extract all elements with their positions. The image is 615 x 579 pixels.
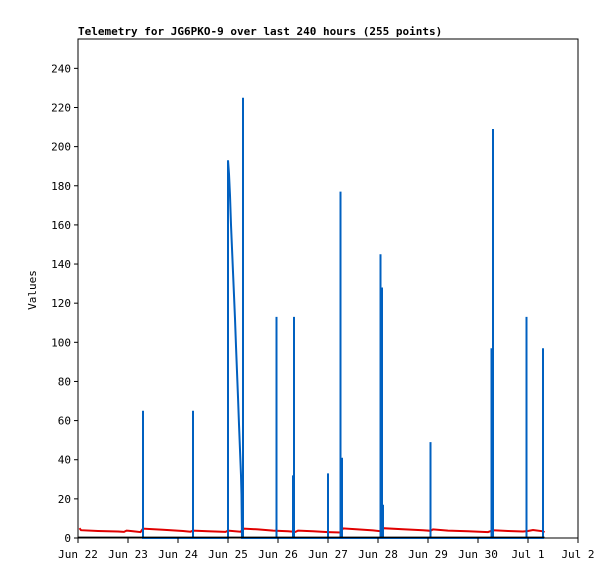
x-tick-label-2: Jun 24 bbox=[158, 548, 198, 561]
y-tick-label-8: 160 bbox=[51, 219, 71, 232]
y-tick-label-5: 100 bbox=[51, 336, 71, 349]
y-tick-label-7: 140 bbox=[51, 258, 71, 271]
y-tick-label-10: 200 bbox=[51, 141, 71, 154]
y-tick-label-11: 220 bbox=[51, 101, 71, 114]
y-tick-label-1: 20 bbox=[58, 493, 71, 506]
y-tick-label-4: 80 bbox=[58, 375, 71, 388]
x-tick-label-0: Jun 22 bbox=[58, 548, 98, 561]
x-tick-label-10: Jul 2 bbox=[561, 548, 594, 561]
y-tick-label-3: 60 bbox=[58, 415, 71, 428]
x-tick-label-3: Jun 25 bbox=[208, 548, 248, 561]
y-axis: 0 20 40 60 80 100 120 140 160 180 200 220 240 bbox=[51, 62, 78, 545]
x-tick-label-7: Jun 29 bbox=[408, 548, 448, 561]
x-tick-label-4: Jun 26 bbox=[258, 548, 298, 561]
y-tick-label-0: 0 bbox=[64, 532, 71, 545]
x-tick-label-1: Jun 23 bbox=[108, 548, 148, 561]
y-tick-label-12: 240 bbox=[51, 62, 71, 75]
x-tick-label-9: Jul 1 bbox=[511, 548, 544, 561]
y-tick-label-9: 180 bbox=[51, 180, 71, 193]
plot-area bbox=[77, 38, 579, 539]
x-tick-label-5: Jun 27 bbox=[308, 548, 348, 561]
y-tick-label-6: 120 bbox=[51, 297, 71, 310]
chart-title: Telemetry for JG6PKO-9 over last 240 hou… bbox=[78, 25, 442, 38]
x-tick-label-6: Jun 28 bbox=[358, 548, 398, 561]
series-0-line bbox=[78, 527, 546, 534]
y-tick-label-2: 40 bbox=[58, 454, 71, 467]
x-axis: Jun 22 Jun 23 Jun 24 Jun 25 Jun 26 Jun 27 Jun … bbox=[58, 538, 595, 561]
series-0 bbox=[78, 527, 546, 534]
y-axis-label: Values bbox=[26, 270, 39, 310]
series-layer bbox=[78, 97, 546, 539]
x-tick-label-8: Jun 30 bbox=[458, 548, 498, 561]
